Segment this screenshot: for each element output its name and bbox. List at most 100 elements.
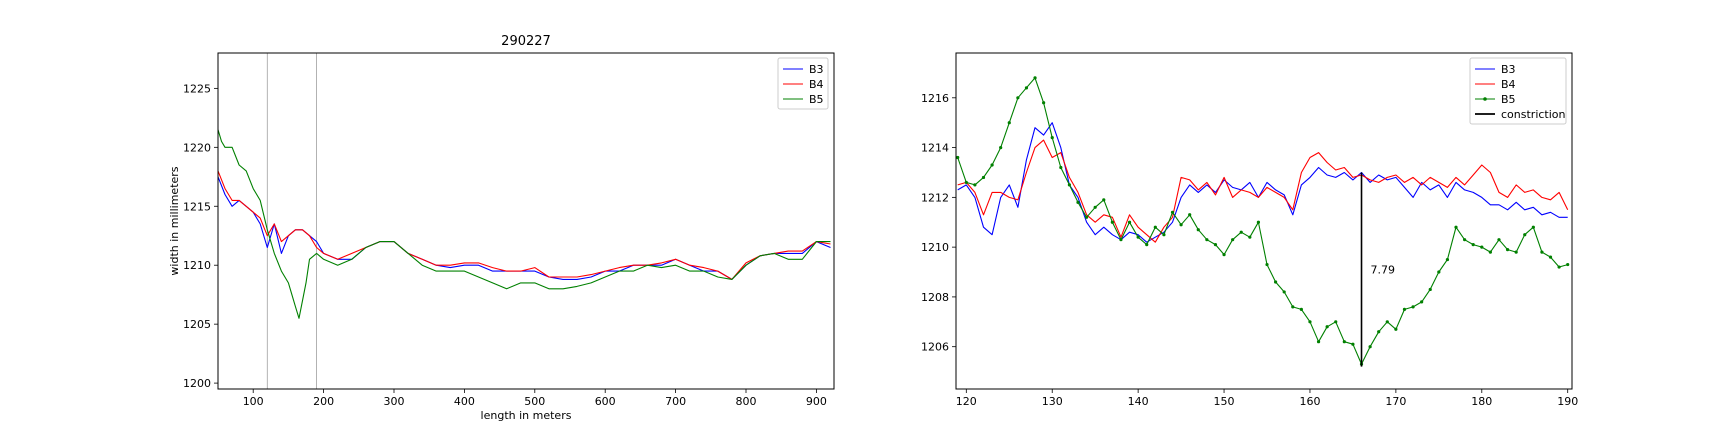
right-chart-x-tick-label: 150 xyxy=(1214,395,1235,408)
right-chart-plot-area: 120 130 140 150 160 170 180 190 1206 1208 1210 1212… xyxy=(921,52,1578,408)
right-chart-series-b5-point xyxy=(1127,220,1132,224)
right-chart-series-b5-point xyxy=(1239,230,1243,234)
right-chart-series-b5-point xyxy=(1136,235,1140,239)
left-chart-series-b3-line xyxy=(218,176,831,280)
right-chart-series-b5-point xyxy=(1179,223,1183,227)
left-chart-y-tick-label: 1210 xyxy=(183,259,211,272)
right-chart-series-b5-point xyxy=(1084,215,1089,219)
left-chart-x-tick-label: 600 xyxy=(595,395,616,408)
right-chart-series-b5-line xyxy=(957,77,1568,365)
right-chart-series-b5-point xyxy=(1325,325,1329,329)
right-chart-series-b5-point xyxy=(1102,198,1106,202)
left-chart-y-tick-label: 1220 xyxy=(183,141,211,154)
right-chart-legend-label-b4: B4 xyxy=(1501,78,1516,91)
left-chart-x-tick-label: 800 xyxy=(736,395,757,408)
right-chart-series-b5-point xyxy=(1076,200,1080,204)
right-chart-legend-marker-b5 xyxy=(1483,97,1487,101)
right-chart-series-b5-point xyxy=(1420,300,1424,304)
right-chart-x-tick-label: 130 xyxy=(1042,395,1063,408)
left-chart-y-tick-label: 1215 xyxy=(183,200,211,213)
left-chart-x-tick-label: 400 xyxy=(454,395,475,408)
right-chart-legend: B3 B4 B5 constriction xyxy=(1469,57,1567,125)
left-chart-y-tick-label: 1200 xyxy=(183,377,211,390)
right-chart-series-b5-point xyxy=(1342,340,1346,344)
right-chart-series-b5-point xyxy=(1394,327,1398,331)
left-chart-x-tick-label: 900 xyxy=(806,395,827,408)
left-chart-x-tick-label: 300 xyxy=(384,395,405,408)
right-chart-series-b5-point xyxy=(1428,287,1432,292)
right-chart-y-tick-label: 1212 xyxy=(921,191,949,204)
right-chart-series-b5-point xyxy=(1540,250,1544,254)
left-chart-legend: B3 B4 B5 xyxy=(777,57,829,110)
right-chart-series-b4-line xyxy=(957,139,1569,243)
right-chart-series-b5-point xyxy=(1480,245,1484,249)
left-chart-x-axis-label: length in meters xyxy=(481,409,572,422)
right-chart-series-b5-point xyxy=(1308,320,1312,324)
right-chart-series-b5-point xyxy=(1222,253,1226,257)
right-chart-series-b5-point xyxy=(1067,183,1072,187)
right-chart-series-b5-point xyxy=(1205,238,1209,242)
right-chart-x-tick-label: 180 xyxy=(1471,395,1492,408)
right-chart-y-tick-label: 1206 xyxy=(921,341,949,354)
right-chart-series-b5-point xyxy=(1213,243,1218,247)
right-chart-series-b5-point xyxy=(1007,121,1011,125)
right-chart-series-b5-point xyxy=(1093,205,1097,209)
right-chart-series-b5-point xyxy=(1196,228,1200,232)
right-chart-series-b5-point xyxy=(1548,255,1553,259)
right-chart-x-tick-label: 120 xyxy=(956,395,977,408)
right-chart-legend-label-constriction: constriction xyxy=(1501,108,1566,121)
right-chart-y-tick-label: 1208 xyxy=(921,291,949,304)
right-chart-series-b5-point xyxy=(1377,330,1381,334)
left-chart-series-b4-line xyxy=(218,170,831,280)
right-chart-series-b5-point xyxy=(1316,340,1321,344)
right-chart-series-b5-point xyxy=(1188,213,1192,217)
right-chart-series-b5-point xyxy=(1256,220,1261,224)
right-chart-series-b5-point xyxy=(1437,270,1441,274)
right-chart-series-b5-point xyxy=(990,163,994,167)
right-chart-x-tick-label: 170 xyxy=(1385,395,1406,408)
right-chart-series-b5-point xyxy=(1385,320,1389,324)
right-chart-series-b5-point xyxy=(973,183,977,187)
right-chart-series-b5-point xyxy=(1488,250,1492,254)
right-chart-series-b5-point xyxy=(1351,342,1355,346)
left-chart-legend-label-b3: B3 xyxy=(809,63,824,76)
right-chart-series-b5-point xyxy=(1273,280,1278,284)
left-chart: 100 200 300 400 500 600 700 800 900 1200 1205 1210 1… xyxy=(168,34,835,422)
right-chart-legend-label-b5: B5 xyxy=(1501,93,1516,106)
right-chart-series-b5-point xyxy=(1265,262,1269,267)
right-chart-series-b5-point xyxy=(1119,238,1123,242)
left-chart-y-axis-label: width in millimeters xyxy=(168,166,181,275)
right-chart-x-tick-label: 160 xyxy=(1299,395,1320,408)
left-chart-y-tick-label: 1225 xyxy=(183,82,211,95)
right-chart-series-b5-point xyxy=(1170,210,1175,214)
left-chart-legend-label-b5: B5 xyxy=(809,93,824,106)
right-chart-series-b5-point xyxy=(1033,76,1037,80)
right-chart: 120 130 140 150 160 170 180 190 1206 1208 1210 1212… xyxy=(921,52,1578,408)
right-chart-series-b5-point xyxy=(1042,101,1046,105)
right-chart-series-b5-point xyxy=(1248,235,1252,239)
right-chart-series-b5-point xyxy=(956,155,960,160)
right-chart-series-b5-point xyxy=(1282,290,1286,294)
right-chart-y-tick-label: 1214 xyxy=(921,142,949,155)
left-chart-series-b5-line xyxy=(218,129,831,319)
right-chart-series-b5-point xyxy=(1402,307,1407,311)
right-chart-x-tick-label: 190 xyxy=(1557,395,1578,408)
right-chart-series-b5-point xyxy=(1445,257,1450,262)
right-chart-series-b5-point xyxy=(1471,243,1475,247)
right-chart-x-tick-label: 140 xyxy=(1128,395,1149,408)
right-chart-series-b5-point xyxy=(1145,243,1149,247)
right-chart-series-b5-point xyxy=(1024,86,1029,90)
right-chart-series-b5-point xyxy=(1299,307,1303,311)
right-chart-series-b5-point xyxy=(1505,248,1510,252)
right-chart-series-b5-point xyxy=(964,180,968,185)
right-chart-series-b5-point xyxy=(1523,233,1527,237)
right-chart-series-b5-point xyxy=(1514,250,1518,254)
left-chart-y-tick-label: 1205 xyxy=(183,318,211,331)
right-chart-series-b5-point xyxy=(1162,233,1166,237)
right-chart-series-b5-point xyxy=(1016,96,1020,100)
right-chart-legend-label-b3: B3 xyxy=(1501,63,1516,76)
right-chart-legend-box xyxy=(1469,57,1567,125)
right-chart-series-b5-point xyxy=(1463,238,1467,242)
